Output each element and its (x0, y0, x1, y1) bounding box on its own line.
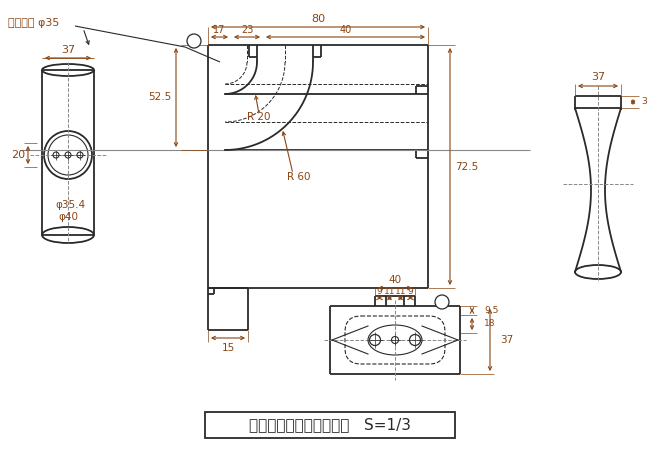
Text: 9.5: 9.5 (484, 306, 498, 315)
Text: 52.5: 52.5 (148, 92, 171, 103)
Text: 40: 40 (389, 275, 401, 285)
Text: R 60: R 60 (287, 172, 310, 182)
Text: 3: 3 (641, 97, 647, 107)
Text: 37: 37 (500, 335, 513, 345)
Text: 37: 37 (61, 45, 75, 55)
Text: 37: 37 (591, 72, 605, 82)
Text: 9: 9 (377, 286, 382, 296)
Bar (205, 412, 455, 438)
Text: 23: 23 (241, 25, 253, 35)
Text: 72.5: 72.5 (455, 162, 478, 171)
Text: ②: ② (438, 298, 446, 306)
Text: 17: 17 (213, 25, 225, 35)
Circle shape (435, 295, 449, 309)
Text: φ40: φ40 (58, 212, 78, 222)
Circle shape (187, 34, 201, 48)
Text: ①: ① (190, 36, 198, 45)
Text: 20: 20 (11, 150, 25, 160)
Text: 樹脂手捱 φ35: 樹脂手捱 φ35 (8, 18, 59, 28)
Text: エンドブラケット詳細図   S=1/3: エンドブラケット詳細図 S=1/3 (249, 418, 411, 432)
Text: 11: 11 (383, 286, 395, 296)
Text: 40: 40 (339, 25, 352, 35)
Text: 11: 11 (395, 286, 407, 296)
Text: 80: 80 (311, 14, 325, 24)
Text: φ35.4: φ35.4 (55, 200, 85, 210)
Text: 9: 9 (408, 286, 413, 296)
Text: 15: 15 (221, 343, 234, 353)
Text: R 20: R 20 (247, 112, 271, 122)
Text: 18: 18 (484, 320, 496, 328)
